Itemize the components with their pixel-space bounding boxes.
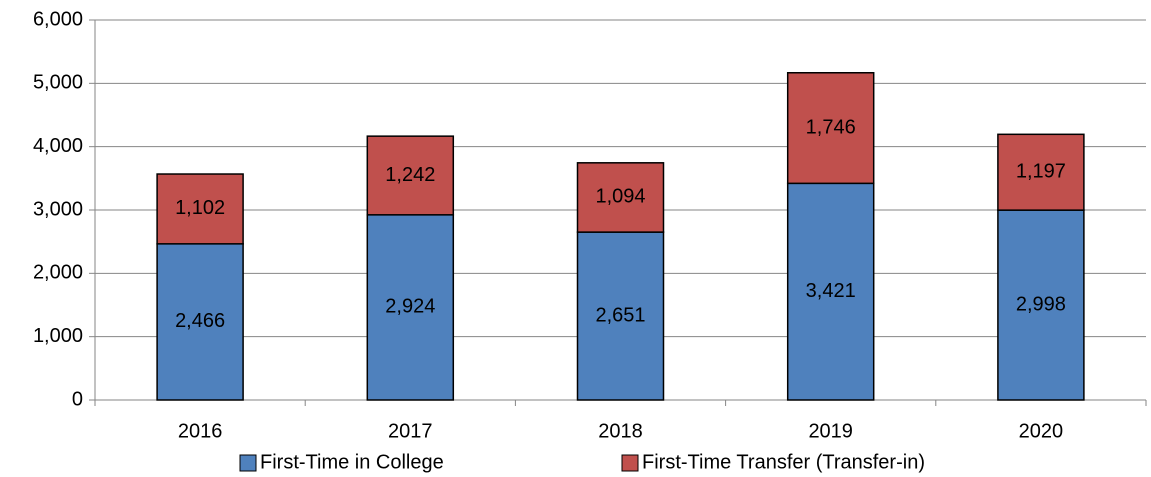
y-tick-label: 1,000 bbox=[33, 325, 83, 347]
x-tick-label: 2016 bbox=[178, 420, 223, 442]
y-tick-label: 5,000 bbox=[33, 72, 83, 94]
y-tick-label: 3,000 bbox=[33, 198, 83, 220]
data-label: 2,998 bbox=[1016, 293, 1066, 315]
bar-segment bbox=[156, 243, 244, 401]
data-label: 2,466 bbox=[175, 310, 225, 332]
bar-segment bbox=[156, 173, 244, 245]
x-tick-label: 2020 bbox=[1019, 420, 1064, 442]
bar-segment bbox=[786, 182, 875, 401]
bar-segment bbox=[786, 72, 875, 185]
data-label: 1,242 bbox=[385, 164, 435, 186]
data-label: 2,924 bbox=[385, 296, 435, 318]
data-label: 1,197 bbox=[1016, 161, 1066, 183]
bar-segment bbox=[366, 135, 455, 216]
x-tick-label: 2018 bbox=[598, 420, 643, 442]
y-tick-label: 4,000 bbox=[33, 135, 83, 157]
y-tick-label: 6,000 bbox=[33, 8, 83, 30]
data-label: 2,651 bbox=[595, 304, 645, 326]
legend-swatch bbox=[621, 454, 639, 472]
y-tick-label: 0 bbox=[72, 388, 83, 410]
legend-label: First-Time in College bbox=[260, 451, 444, 473]
x-tick-label: 2019 bbox=[808, 420, 853, 442]
bar-segment bbox=[997, 133, 1085, 211]
data-label: 1,746 bbox=[806, 116, 856, 138]
legend-label: First-Time Transfer (Transfer-in) bbox=[642, 451, 925, 473]
data-label: 1,094 bbox=[595, 186, 645, 208]
legend-swatch bbox=[239, 454, 257, 472]
data-label: 1,102 bbox=[175, 197, 225, 219]
x-tick-label: 2017 bbox=[388, 420, 433, 442]
bar-segment bbox=[997, 209, 1085, 401]
data-label: 3,421 bbox=[806, 280, 856, 302]
bar-segment bbox=[576, 162, 665, 233]
bar-segment bbox=[576, 231, 665, 401]
y-tick-label: 2,000 bbox=[33, 262, 83, 284]
bar-segment bbox=[366, 214, 455, 401]
